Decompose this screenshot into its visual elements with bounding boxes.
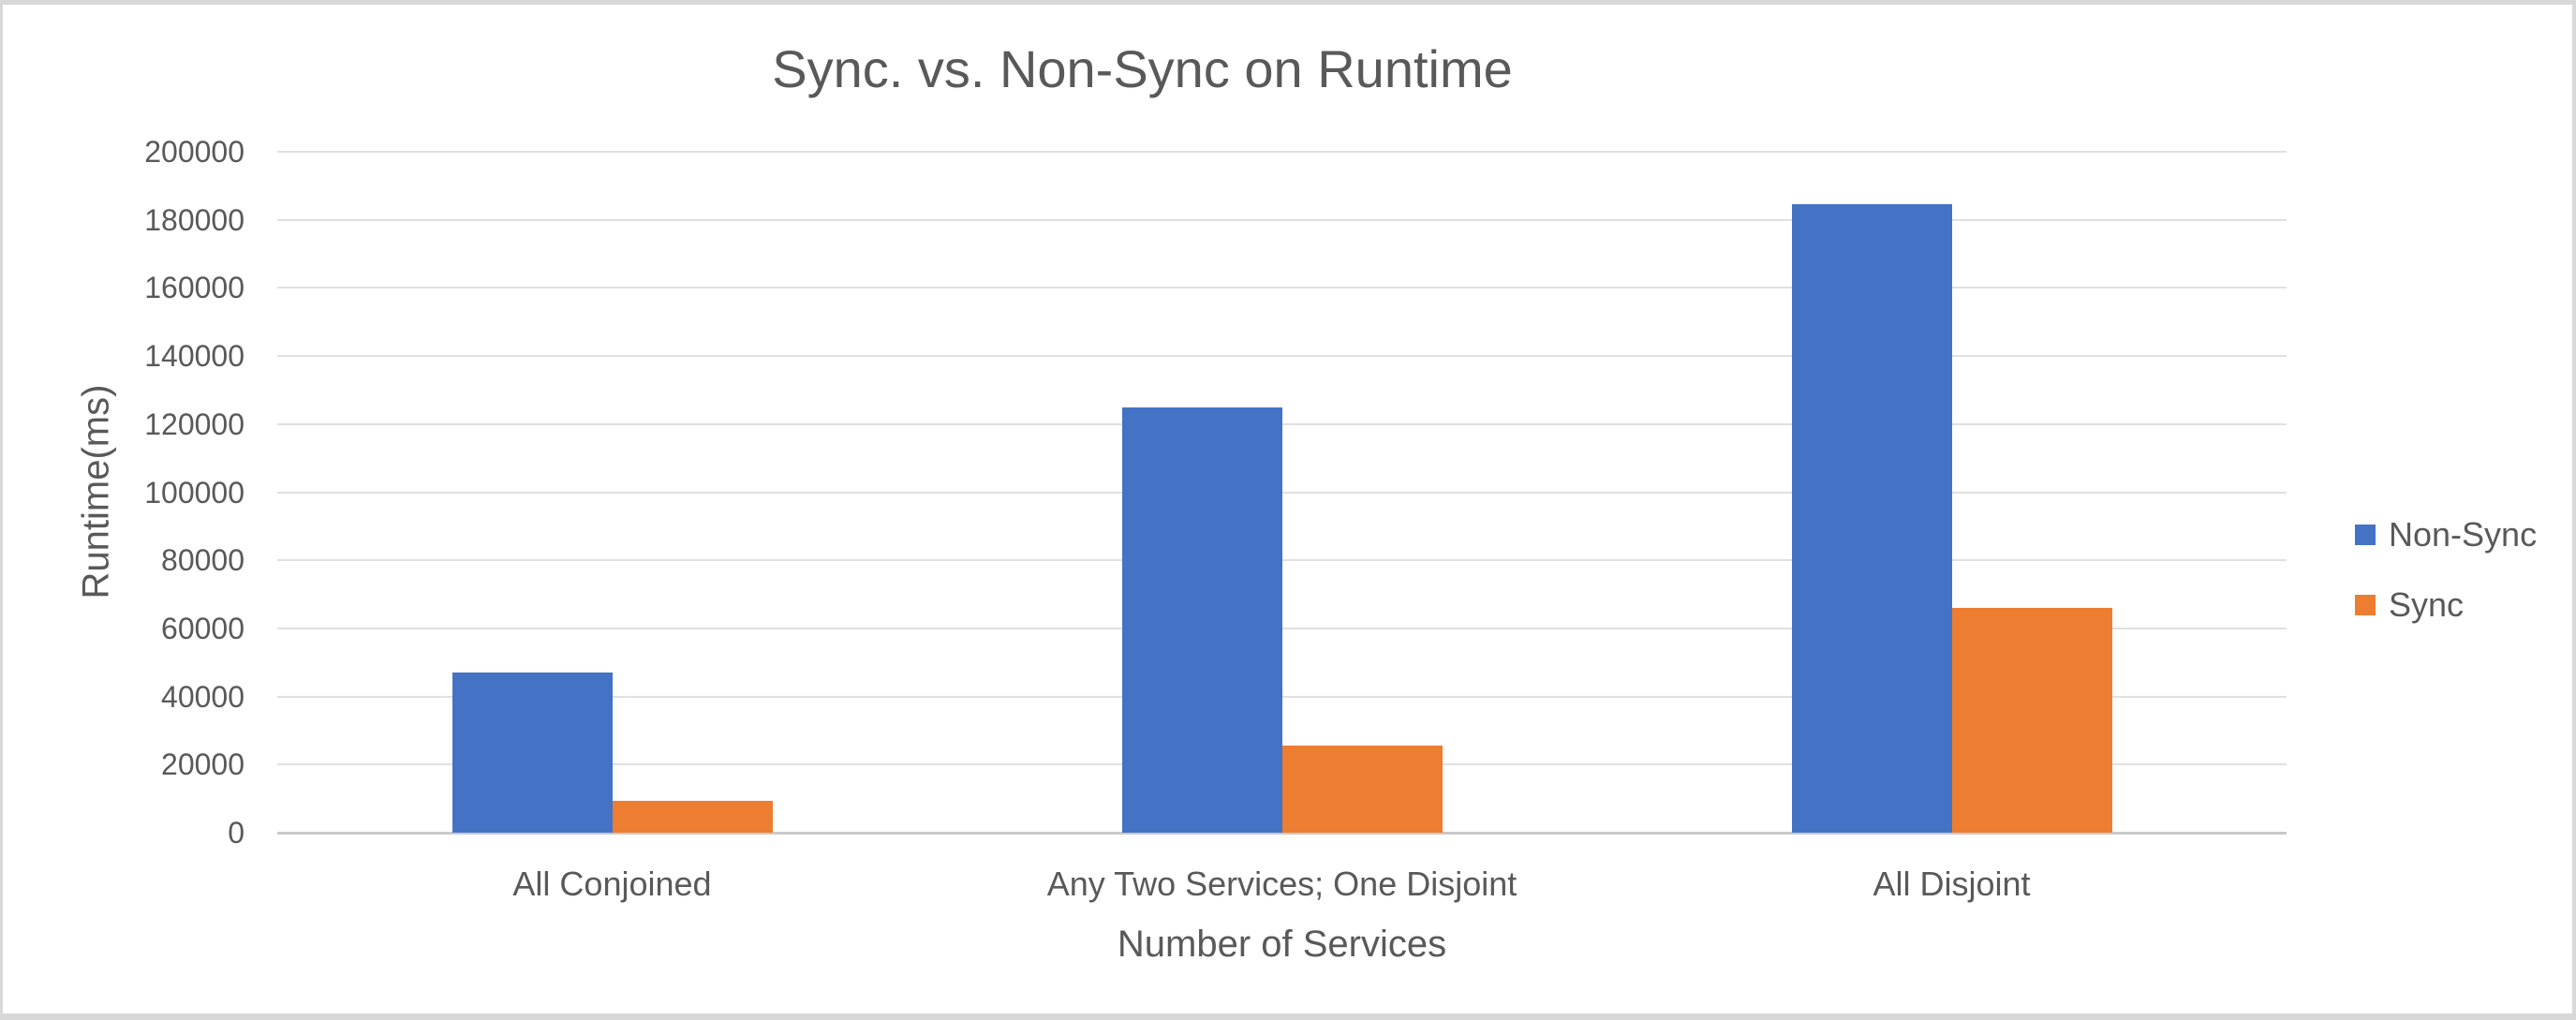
bar-non-sync-any-two-services-one-disjoint: [1121, 407, 1282, 833]
gridline: [277, 422, 2287, 425]
x-axis-line: [277, 832, 2287, 835]
category-label-any-two-services-one-disjoint: Any Two Services; One Disjoint: [1046, 865, 1517, 903]
category-label-all-conjoined: All Conjoined: [512, 865, 712, 903]
legend-label-sync: Sync: [2389, 585, 2465, 624]
bar-sync-all-conjoined: [612, 800, 773, 833]
legend-item-non-sync: Non-Sync: [2355, 514, 2537, 555]
y-tick-label: 80000: [161, 543, 244, 578]
gridline: [277, 287, 2287, 289]
y-tick-label: 180000: [144, 202, 244, 237]
y-tick-label: 200000: [144, 135, 244, 169]
y-tick-label: 40000: [161, 679, 244, 714]
chart-title: Sync. vs. Non-Sync on Runtime: [772, 39, 1513, 98]
bar-sync-any-two-services-one-disjoint: [1281, 745, 1443, 833]
legend-swatch-non-sync: [2355, 525, 2376, 545]
y-tick-label: 0: [228, 816, 244, 850]
y-tick-label: 160000: [144, 271, 244, 305]
gridline: [277, 151, 2287, 153]
category-label-all-disjoint: All Disjoint: [1873, 865, 2031, 903]
bar-sync-all-disjoint: [1951, 608, 2112, 833]
bar-non-sync-all-disjoint: [1791, 204, 1952, 833]
y-tick-label: 60000: [161, 611, 244, 645]
gridline: [277, 627, 2287, 629]
gridline: [277, 695, 2287, 698]
y-tick-label: 140000: [144, 339, 244, 374]
legend-item-sync: Sync: [2355, 584, 2464, 626]
x-axis-title: Number of Services: [1117, 924, 1447, 965]
bar-non-sync-all-conjoined: [452, 673, 613, 833]
legend-swatch-sync: [2355, 595, 2376, 615]
y-tick-label: 100000: [144, 475, 244, 510]
y-tick-label: 120000: [144, 407, 244, 441]
y-tick-label: 20000: [161, 747, 244, 782]
gridline: [277, 355, 2287, 358]
gridline: [277, 491, 2287, 494]
gridline: [277, 559, 2287, 562]
legend-label-non-sync: Non-Sync: [2389, 515, 2538, 554]
gridline: [277, 218, 2287, 221]
